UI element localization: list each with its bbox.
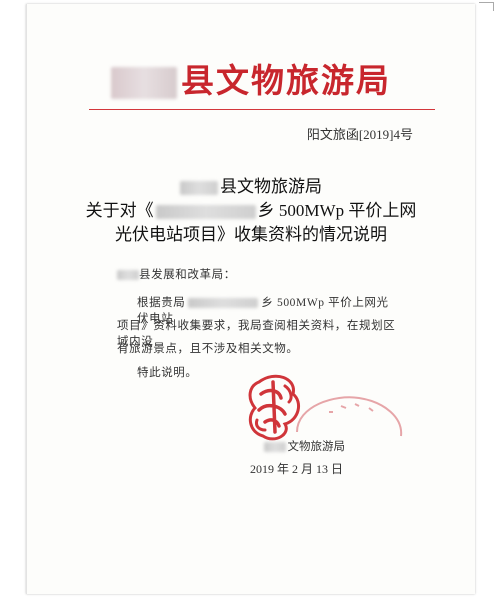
addressee: 县发展和改革局： bbox=[117, 266, 399, 282]
document-page: 县文物旅游局 阳文旅函[2019]4号 县文物旅游局 关于对《乡 500MWp … bbox=[26, 4, 475, 594]
page-corner-mark bbox=[479, 2, 494, 11]
document-number: 阳文旅函[2019]4号 bbox=[306, 127, 413, 142]
heading-line-3: 光伏电站项目》收集资料的情况说明 bbox=[115, 225, 387, 244]
paragraph-1-line-1: 根据贵局乡 500MWp 平价上网光伏电站 bbox=[137, 297, 389, 325]
redacted-project-name bbox=[188, 298, 259, 309]
official-seal bbox=[296, 396, 403, 437]
redacted-project-name bbox=[155, 205, 256, 220]
letterhead-divider bbox=[89, 109, 435, 110]
redacted-county-name bbox=[180, 181, 218, 196]
closing-statement: 特此说明。 bbox=[137, 367, 198, 379]
redacted-seal-mark bbox=[248, 374, 301, 441]
redacted-county-name bbox=[117, 270, 139, 281]
redacted-county-name bbox=[263, 442, 286, 453]
paragraph-1-line-2: 项目》资料收集要求，我局查阅相关资料，在规划区域内没 bbox=[117, 320, 396, 348]
heading-line-2: 关于对《乡 500MWp 平价上网 bbox=[85, 201, 417, 220]
redacted-county-name bbox=[111, 67, 177, 99]
signature-organization: 文物旅游局 bbox=[263, 438, 345, 454]
letterhead-title: 县文物旅游局 bbox=[27, 54, 475, 102]
heading-line-1: 县文物旅游局 bbox=[27, 172, 475, 197]
signature-date: 2019 年 2 月 13 日 bbox=[249, 462, 343, 476]
paragraph-1-line-3: 有旅游景点，且不涉及相关文物。 bbox=[117, 343, 299, 355]
